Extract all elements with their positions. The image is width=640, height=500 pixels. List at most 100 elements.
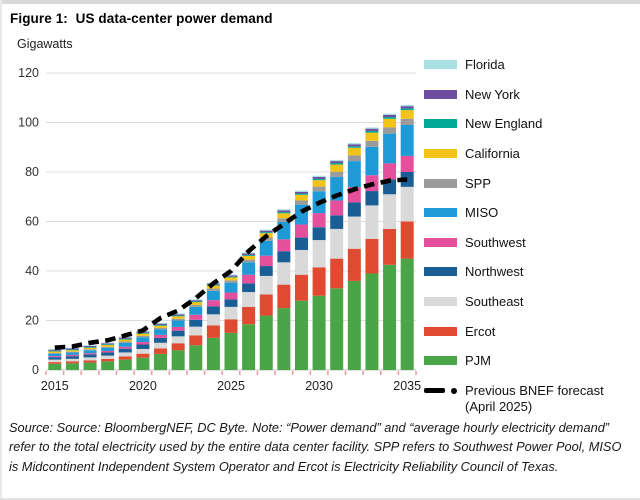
bar-segment-pjm (83, 362, 97, 370)
legend-swatch-icon (424, 297, 457, 307)
window-left-edge (0, 0, 2, 500)
bar-segment-ercot (48, 362, 62, 364)
legend-item-southeast: Southeast (424, 287, 636, 317)
bar-segment-california (118, 339, 132, 342)
y-tick-label: 80 (25, 165, 39, 179)
source-note: Source: Source: BloombergNEF, DC Byte. N… (9, 420, 622, 474)
bar-segment-california (312, 180, 326, 187)
bar-segment-new-york (277, 210, 291, 213)
bar-segment-pjm (242, 324, 256, 370)
bar-segment-new-york (294, 191, 308, 194)
bar-segment-southeast (83, 357, 97, 361)
bar-segment-ercot (154, 348, 168, 354)
bar-segment-northwest (206, 306, 220, 315)
legend-swatch-icon (424, 60, 457, 70)
bar-segment-new-england (347, 146, 361, 148)
bar-segment-ercot (83, 360, 97, 363)
bar-segment-florida (294, 190, 308, 192)
bar-segment-miso (65, 352, 79, 355)
bar-segment-southwest (65, 354, 79, 357)
bar-segment-spp (154, 327, 168, 330)
bar-segment-pjm (312, 295, 326, 370)
bar-segment-new-york (259, 230, 273, 233)
bar-segment-new-england (154, 324, 168, 326)
bar-segment-pjm (65, 363, 79, 370)
bar-segment-pjm (48, 363, 62, 370)
bar-segment-pjm (383, 264, 397, 370)
bar-segment-northwest (365, 191, 379, 206)
legend-item-pjm: PJM (424, 346, 636, 376)
bar-segment-new-england (242, 254, 256, 256)
legend-swatch-icon (424, 208, 457, 218)
bar-segment-florida (224, 274, 238, 276)
bar-segment-ercot (101, 358, 115, 362)
bar-segment-southeast (224, 306, 238, 320)
legend-item-southwest: Southwest (424, 228, 636, 258)
bar-segment-southwest (312, 213, 326, 228)
bar-segment-miso (365, 146, 379, 176)
bar-segment-new-york (48, 349, 62, 351)
legend-label: Northwest (465, 264, 524, 280)
bar-segment-florida (383, 113, 397, 115)
bar-segment-southeast (347, 216, 361, 249)
bar-segment-southeast (171, 336, 185, 344)
bar-segment-spp (83, 349, 97, 351)
legend-label: PJM (465, 353, 491, 369)
bar-segment-california (189, 302, 203, 305)
bar-segment-southeast (136, 348, 150, 354)
bar-segment-new-york (347, 144, 361, 147)
bar-segment-southeast (189, 326, 203, 336)
bar-segment-pjm (189, 345, 203, 370)
bar-segment-ercot (383, 228, 397, 265)
bar-segment-southwest (224, 292, 238, 300)
bar-segment-ercot (347, 248, 361, 281)
dot-glyph (451, 387, 457, 394)
bar-segment-california (83, 347, 97, 350)
legend-label: Ercot (465, 323, 496, 339)
bar-segment-new-york (312, 176, 326, 179)
bar-segment-new-york (365, 128, 379, 131)
y-tick-label: 0 (32, 363, 39, 377)
bar-segment-new-york (154, 323, 168, 325)
bar-segment-new-england (118, 338, 132, 340)
x-tick-label: 2035 (393, 379, 421, 393)
bar-segment-spp (365, 140, 379, 147)
legend-item-california: California (424, 139, 636, 169)
bar-segment-florida (347, 143, 361, 145)
bar-segment-new-england (65, 349, 79, 351)
x-tick-label: 2025 (217, 379, 245, 393)
y-tick-label: 120 (18, 66, 39, 80)
bar-segment-new-york (330, 161, 344, 164)
bar-segment-pjm (171, 350, 185, 370)
bar-segment-california (347, 147, 361, 156)
bar-segment-southeast (101, 355, 115, 359)
x-tick-label: 2020 (129, 379, 157, 393)
bar-segment-southwest (294, 224, 308, 238)
bar-segment-new-england (312, 178, 326, 181)
bar-segment-florida (171, 313, 185, 315)
bar-segment-southwest (400, 155, 414, 172)
bar-segment-spp (330, 171, 344, 177)
legend-swatch-icon (424, 178, 457, 188)
bar-segment-southwest (259, 255, 273, 267)
legend-item-new-england: New England (424, 109, 636, 139)
bar-segment-northwest (65, 356, 79, 359)
legend-label: MISO (465, 205, 499, 221)
bar-segment-southwest (136, 342, 150, 345)
legend-label: New York (465, 86, 520, 102)
bar-segment-spp (294, 200, 308, 205)
bar-segment-southeast (65, 358, 79, 362)
bar-segment-new-england (171, 315, 185, 317)
bar-segment-southeast (206, 314, 220, 326)
bar-segment-southeast (118, 352, 132, 357)
bar-segment-southeast (154, 342, 168, 349)
bar-segment-spp (171, 318, 185, 321)
legend-label: Southeast (465, 294, 524, 310)
y-axis-unit-label: Gigawatts (17, 37, 73, 51)
bar-segment-pjm (136, 357, 150, 370)
bar-segment-new-york (65, 348, 79, 350)
bar-segment-pjm (259, 315, 273, 370)
bar-segment-miso (83, 350, 97, 354)
legend-swatch-icon (424, 267, 457, 277)
bar-segment-ercot (65, 361, 79, 364)
